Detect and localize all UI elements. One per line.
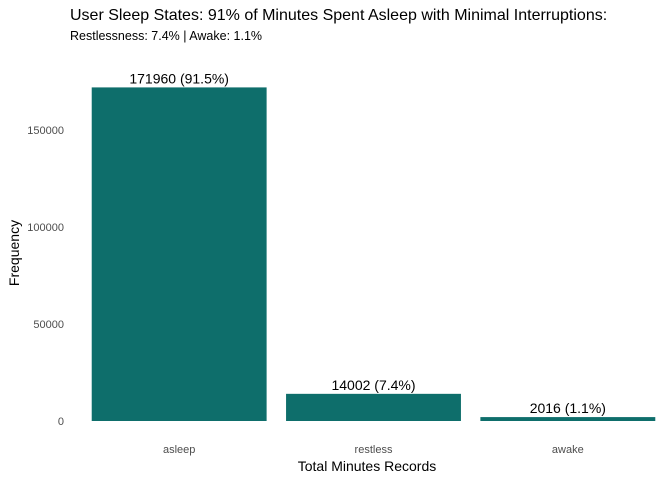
bars-group	[91, 87, 656, 422]
y-tick-label: 0	[58, 416, 64, 428]
bar-labels-group: 171960 (91.5%) 14002 (7.4%) 2016 (1.1%)	[129, 70, 606, 416]
x-axis-title: Total Minutes Records	[298, 458, 437, 474]
bar-value-label: 171960 (91.5%)	[129, 70, 229, 86]
y-axis-title: Frequency	[6, 220, 22, 286]
chart-title: User Sleep States: 91% of Minutes Spent …	[70, 7, 607, 24]
y-axis-ticks: 0 50000 100000 150000	[27, 125, 64, 428]
bar-awake	[480, 417, 656, 421]
y-tick-label: 100000	[27, 222, 64, 234]
x-tick-label: awake	[552, 444, 584, 456]
y-tick-label: 50000	[33, 319, 64, 331]
x-tick-label: asleep	[163, 444, 195, 456]
y-tick-label: 150000	[27, 125, 64, 137]
bar-asleep	[91, 87, 267, 422]
x-tick-label: restless	[355, 444, 393, 456]
bar-value-label: 2016 (1.1%)	[530, 400, 606, 416]
chart-subtitle: Restlessness: 7.4% | Awake: 1.1%	[70, 29, 262, 43]
bar-restless	[286, 393, 461, 421]
x-axis-ticks: asleep restless awake	[163, 444, 584, 456]
bar-value-label: 14002 (7.4%)	[331, 377, 415, 393]
